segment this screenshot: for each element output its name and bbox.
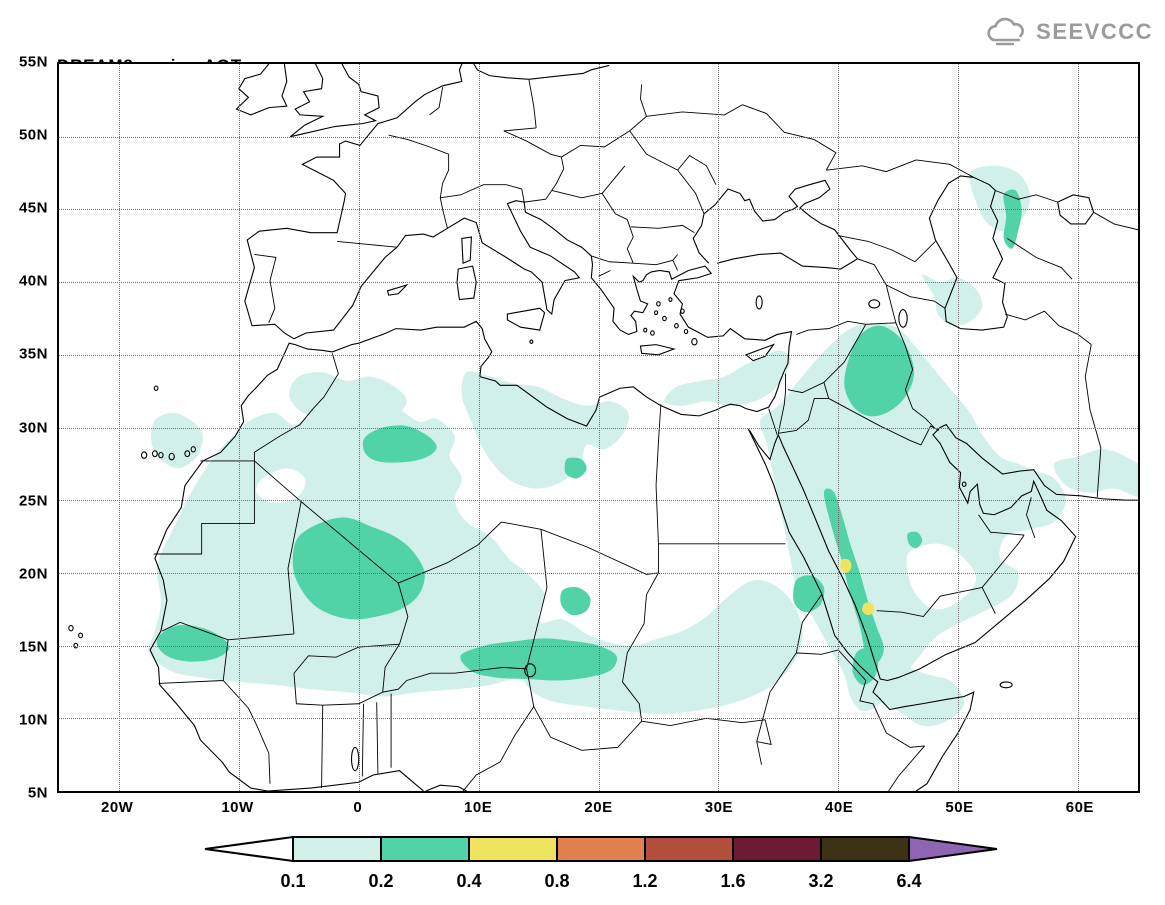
aot-region-central-sahel-light: [514, 579, 803, 714]
y-tick-10N: 10N: [18, 711, 48, 729]
colorbar-segment-4: [644, 836, 734, 862]
logo-text: SEEVCCC: [1036, 19, 1153, 44]
aot-region-libya-coast-light: [461, 371, 630, 489]
coastline-arabia: [750, 425, 1138, 681]
x-tick-60E: 60E: [1065, 799, 1094, 816]
islands-cape-verde: [69, 626, 83, 648]
x-tick-20E: 20E: [584, 799, 613, 816]
y-tick-25N: 25N: [18, 492, 48, 510]
coastline-britain: [290, 64, 379, 137]
colorbar-value-1.6: 1.6: [720, 871, 745, 891]
aot-region-horn-of-africa-light: [873, 667, 965, 727]
y-tick-45N: 45N: [18, 199, 48, 217]
coastline-aral: [1058, 195, 1094, 224]
x-tick-30E: 30E: [704, 799, 733, 816]
aot-region-iraq-teal: [844, 325, 915, 417]
y-tick-20N: 20N: [18, 565, 48, 583]
x-tick-0: 0: [353, 799, 363, 816]
island-cyprus: [746, 345, 774, 361]
colorbar-value-3.2: 3.2: [808, 871, 833, 891]
island-crete: [640, 345, 674, 355]
coastline-gulf-of-guinea-east: [426, 785, 467, 791]
borders-middle-east: [769, 190, 1138, 616]
aot-region-caspian-east-teal: [1003, 189, 1022, 249]
aot-map: [59, 64, 1138, 791]
basemap-layer: [69, 64, 1138, 791]
aot-region-red-sea-yellow-north: [840, 558, 852, 573]
aot-region-morocco-offshore-light: [150, 412, 204, 469]
aot-region-egypt-levant-light: [664, 350, 791, 406]
colorbar-segment-1: [380, 836, 470, 862]
colorbar-value-0.8: 0.8: [544, 871, 569, 891]
aot-region-tibesti-teal: [560, 586, 591, 616]
colorbar: 0.1 0.2 0.4 0.8 1.2 1.6 3.2 6.4: [204, 835, 998, 891]
latitude-axis: 55N 50N 45N 40N 35N 30N 25N 20N 15N 10N 5N: [0, 0, 52, 905]
island-sicily: [507, 308, 544, 330]
x-tick-10E: 10E: [464, 799, 493, 816]
coastline-red-sea-west: [748, 429, 973, 791]
colorbar-value-0.4: 0.4: [456, 871, 481, 891]
longitude-axis: 20W 10W 0 10E 20E 30E 40E 50E 60E: [0, 799, 1165, 819]
island-socotra: [1000, 682, 1012, 688]
aot-region-red-sea-yellow-south: [862, 602, 875, 616]
y-tick-35N: 35N: [18, 345, 48, 363]
map-plot: [57, 62, 1140, 793]
coastline-ireland: [236, 64, 286, 115]
islands-aegean: [644, 298, 688, 336]
coastline-black-sea: [693, 180, 857, 269]
aot-region-arabia-small-teal: [907, 531, 923, 549]
colorbar-segment-3: [556, 836, 646, 862]
aot-region-middle-east-light: [759, 322, 1067, 712]
seevccc-logo: SEEVCCC: [983, 16, 1153, 48]
aot-region-northwest-africa-light: [289, 372, 407, 421]
borders-europe: [254, 80, 973, 323]
x-tick-10W: 10W: [221, 799, 254, 816]
aot-region-senegal-teal: [156, 624, 230, 662]
borders-africa: [154, 353, 925, 791]
cloud-icon: [987, 17, 1025, 46]
aot-shading-layer: [148, 165, 1138, 727]
colorbar-value-0.2: 0.2: [368, 871, 393, 891]
x-tick-50E: 50E: [945, 799, 974, 816]
colorbar-value-0.1: 0.1: [280, 871, 305, 891]
islands-canary-madeira: [141, 386, 195, 460]
coastline-europe-atlantic: [245, 64, 462, 339]
colorbar-value-1.2: 1.2: [632, 871, 657, 891]
y-tick-55N: 55N: [18, 53, 48, 71]
colorbar-arrow-right: [908, 835, 998, 863]
colorbar-value-6.4: 6.4: [896, 871, 921, 891]
coastline-caspian: [929, 176, 1007, 330]
aot-region-eritrea-teal: [852, 648, 879, 686]
y-tick-15N: 15N: [18, 638, 48, 656]
island-mallorca: [387, 285, 406, 295]
aot-region-makran-coast-light: [1053, 449, 1138, 498]
colorbar-segment-2: [468, 836, 558, 862]
x-tick-20W: 20W: [100, 799, 134, 816]
aot-region-algeria-teal: [362, 425, 437, 463]
aot-region-caucasus-caspian-light: [922, 274, 983, 327]
colorbar-segment-0: [292, 836, 382, 862]
aot-region-sudan-coast-teal: [793, 575, 825, 613]
y-tick-50N: 50N: [18, 126, 48, 144]
aot-region-sahel-band-teal: [460, 638, 618, 681]
colorbar-segment-5: [732, 836, 822, 862]
island-corsica: [462, 237, 472, 263]
colorbar-arrow-left: [204, 835, 294, 863]
x-tick-40E: 40E: [825, 799, 854, 816]
coastline-baltic: [474, 64, 609, 79]
island-rhodes: [692, 339, 697, 345]
island-bahrain: [962, 482, 966, 486]
island-sardinia: [457, 266, 476, 299]
colorbar-segment-6: [820, 836, 910, 862]
y-tick-5N: 5N: [27, 784, 48, 802]
y-tick-40N: 40N: [18, 272, 48, 290]
island-malta: [530, 340, 533, 343]
y-tick-30N: 30N: [18, 419, 48, 436]
aot-region-libya-small-teal: [564, 457, 587, 479]
